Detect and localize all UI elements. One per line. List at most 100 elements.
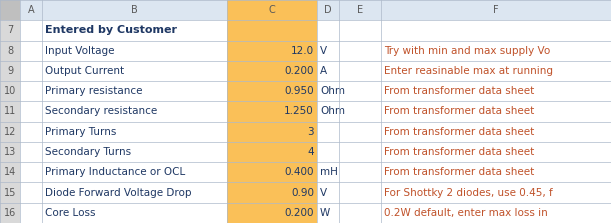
Text: Input Voltage: Input Voltage (45, 46, 114, 56)
Text: 12.0: 12.0 (291, 46, 314, 56)
Bar (42, 61, 227, 81)
Text: From transformer data sheet: From transformer data sheet (384, 86, 534, 96)
Bar (0, 203, 20, 223)
Bar (317, 20, 339, 41)
Bar (317, 203, 339, 223)
Text: 16: 16 (4, 208, 16, 218)
Bar (339, 20, 381, 41)
Bar (42, 81, 227, 101)
Text: 0.2W default, enter max loss in: 0.2W default, enter max loss in (384, 208, 547, 218)
Bar (0, 0, 20, 20)
Bar (381, 20, 611, 41)
Bar (317, 182, 339, 203)
Text: 13: 13 (4, 147, 16, 157)
Text: 4: 4 (307, 147, 314, 157)
Bar (381, 142, 611, 162)
Text: 15: 15 (4, 188, 16, 198)
Bar (317, 41, 339, 61)
Text: From transformer data sheet: From transformer data sheet (384, 147, 534, 157)
Bar (0, 41, 20, 61)
Bar (227, 122, 317, 142)
Bar (227, 81, 317, 101)
Bar (42, 20, 227, 41)
Text: Secondary Turns: Secondary Turns (45, 147, 131, 157)
Text: V: V (320, 188, 327, 198)
Bar (317, 61, 339, 81)
Bar (42, 203, 227, 223)
Bar (381, 0, 611, 20)
Text: Primary Inductance or OCL: Primary Inductance or OCL (45, 167, 185, 177)
Bar (381, 41, 611, 61)
Bar (339, 162, 381, 182)
Bar (42, 41, 227, 61)
Bar (20, 203, 42, 223)
Text: Diode Forward Voltage Drop: Diode Forward Voltage Drop (45, 188, 191, 198)
Text: 11: 11 (4, 107, 16, 116)
Bar (42, 162, 227, 182)
Bar (381, 203, 611, 223)
Bar (381, 182, 611, 203)
Bar (339, 142, 381, 162)
Bar (227, 162, 317, 182)
Text: Ohm: Ohm (320, 107, 345, 116)
Text: Enter reasinable max at running: Enter reasinable max at running (384, 66, 553, 76)
Bar (20, 162, 42, 182)
Text: 0.90: 0.90 (291, 188, 314, 198)
Bar (42, 101, 227, 122)
Text: 9: 9 (7, 66, 13, 76)
Bar (227, 0, 317, 20)
Text: Secondary resistance: Secondary resistance (45, 107, 157, 116)
Bar (339, 122, 381, 142)
Bar (227, 61, 317, 81)
Bar (381, 122, 611, 142)
Bar (42, 142, 227, 162)
Text: 0.200: 0.200 (285, 208, 314, 218)
Text: For Shottky 2 diodes, use 0.45, f: For Shottky 2 diodes, use 0.45, f (384, 188, 553, 198)
Text: From transformer data sheet: From transformer data sheet (384, 107, 534, 116)
Text: mH: mH (320, 167, 338, 177)
Text: Ohm: Ohm (320, 86, 345, 96)
Bar (0, 81, 20, 101)
Bar (381, 162, 611, 182)
Text: Try with min and max supply Vo: Try with min and max supply Vo (384, 46, 551, 56)
Bar (339, 182, 381, 203)
Text: Primary resistance: Primary resistance (45, 86, 142, 96)
Text: Output Current: Output Current (45, 66, 124, 76)
Bar (381, 101, 611, 122)
Bar (20, 41, 42, 61)
Bar (0, 122, 20, 142)
Bar (20, 61, 42, 81)
Bar (20, 122, 42, 142)
Text: 8: 8 (7, 46, 13, 56)
Bar (227, 142, 317, 162)
Bar (0, 101, 20, 122)
Bar (317, 122, 339, 142)
Bar (381, 81, 611, 101)
Text: Core Loss: Core Loss (45, 208, 95, 218)
Bar (20, 142, 42, 162)
Bar (20, 81, 42, 101)
Text: F: F (493, 5, 499, 15)
Bar (339, 0, 381, 20)
Bar (339, 101, 381, 122)
Bar (20, 0, 42, 20)
Bar (381, 61, 611, 81)
Text: 10: 10 (4, 86, 16, 96)
Bar (20, 101, 42, 122)
Bar (227, 101, 317, 122)
Bar (0, 61, 20, 81)
Bar (339, 203, 381, 223)
Bar (227, 182, 317, 203)
Bar (0, 20, 20, 41)
Text: 7: 7 (7, 25, 13, 35)
Bar (42, 182, 227, 203)
Bar (20, 182, 42, 203)
Text: D: D (324, 5, 332, 15)
Text: 0.400: 0.400 (285, 167, 314, 177)
Bar (339, 61, 381, 81)
Bar (317, 81, 339, 101)
Text: 0.200: 0.200 (285, 66, 314, 76)
Bar (0, 162, 20, 182)
Text: Primary Turns: Primary Turns (45, 127, 116, 137)
Bar (339, 81, 381, 101)
